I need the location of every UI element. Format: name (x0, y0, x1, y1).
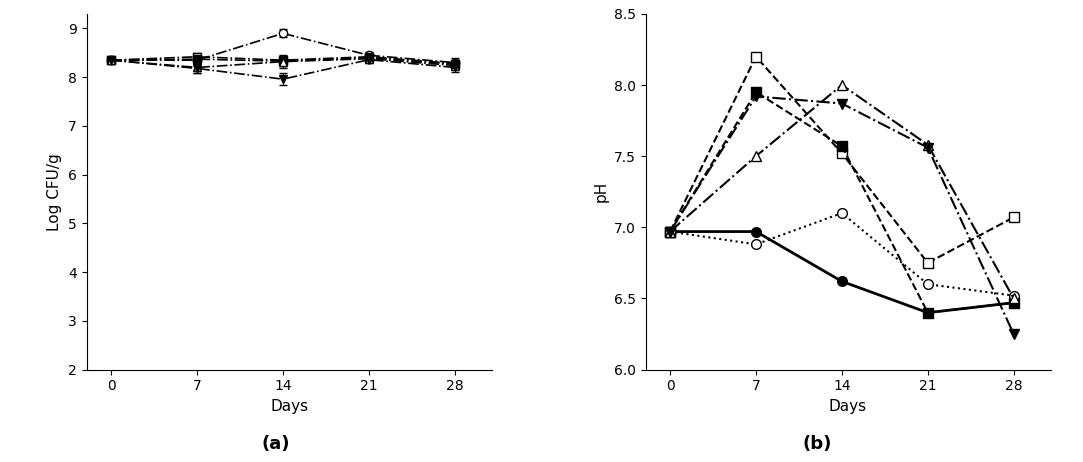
X-axis label: Days: Days (270, 399, 309, 414)
Text: (a): (a) (262, 435, 290, 453)
Y-axis label: Log CFU/g: Log CFU/g (48, 153, 63, 231)
Y-axis label: pH: pH (593, 181, 609, 202)
Text: (b): (b) (803, 435, 833, 453)
X-axis label: Days: Days (828, 399, 867, 414)
